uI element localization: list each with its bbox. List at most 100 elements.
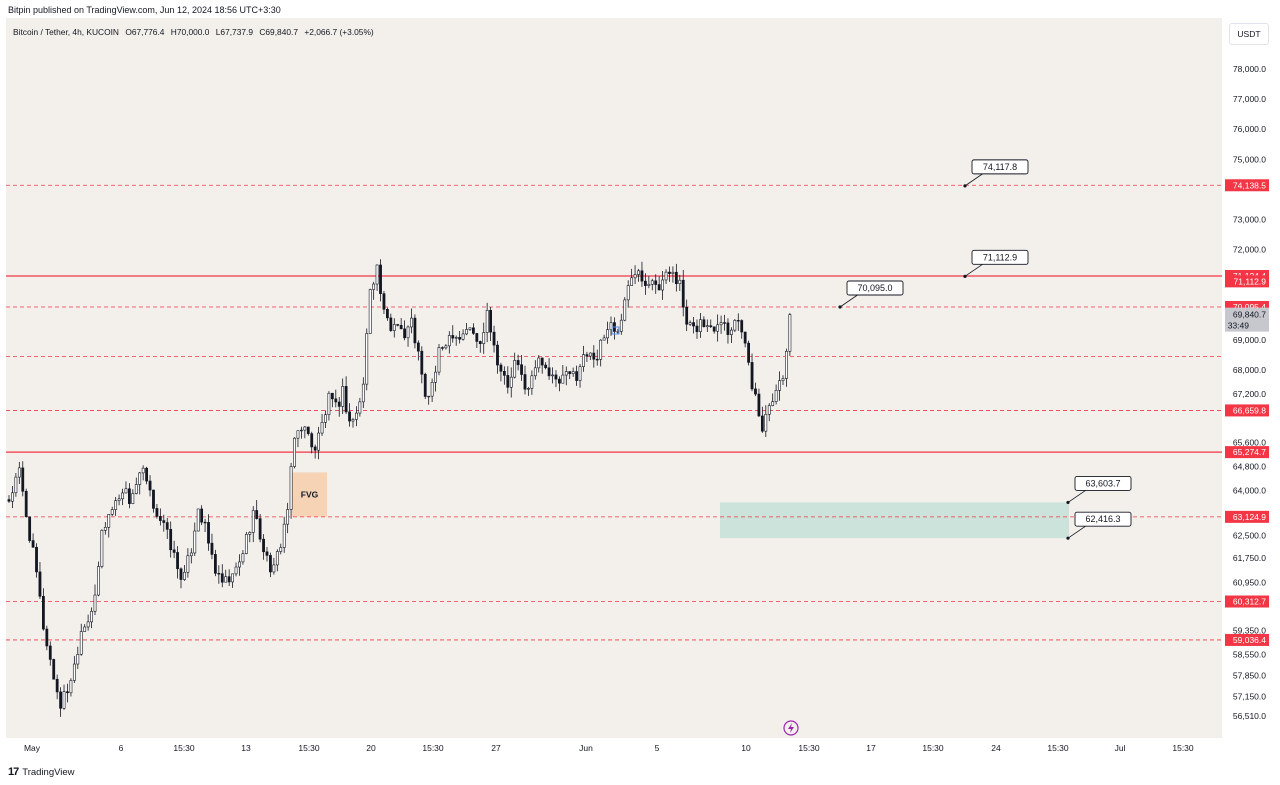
candle-up [355, 412, 358, 420]
candle-up [86, 621, 90, 628]
candle-up [375, 264, 379, 285]
y-tick-label: 78,000.0 [1233, 64, 1266, 74]
candle-down [21, 467, 25, 492]
candle-down [155, 508, 159, 517]
candle-down [499, 364, 503, 372]
candle-up [69, 680, 73, 694]
candle-up [530, 375, 534, 389]
candle-up [303, 426, 307, 431]
candle-down [306, 426, 310, 434]
candle-down [396, 324, 400, 326]
chart-frame[interactable] [6, 18, 1222, 738]
x-tick-label: 17 [866, 743, 876, 753]
candle-up [537, 357, 541, 369]
currency-button[interactable]: USDT [1229, 23, 1269, 45]
candle-up [767, 405, 771, 415]
candle-up [299, 429, 303, 432]
callout-box[interactable] [971, 159, 1029, 175]
candle-down [379, 264, 382, 294]
callout-pointer [1067, 524, 1088, 539]
level-badge [1225, 510, 1269, 523]
candle-up [551, 374, 554, 377]
candle-down [48, 645, 52, 660]
y-tick-label: 73,000.0 [1233, 215, 1266, 225]
candle-down [382, 293, 386, 310]
candle-down [172, 549, 176, 553]
tradingview-logo[interactable]: 17 TradingView [8, 766, 75, 778]
candle-up [93, 594, 97, 612]
candle-down [702, 319, 706, 328]
candle-up [83, 626, 87, 632]
candle-up [248, 532, 252, 535]
candle-down [516, 360, 520, 366]
candle-up [764, 413, 768, 432]
candle-up [778, 380, 781, 391]
candle-up [785, 350, 788, 379]
callout-box[interactable] [971, 249, 1029, 265]
candle-up [121, 492, 124, 500]
candle-down [66, 691, 69, 694]
legend-high: H70,000.0 [170, 27, 210, 37]
candle-down [692, 322, 695, 327]
candle-up [661, 279, 665, 291]
candle-up [97, 566, 100, 596]
x-tick-label: 15:30 [798, 743, 820, 753]
callout-box[interactable] [846, 280, 904, 296]
level-badge [1225, 275, 1269, 288]
candle-up [561, 374, 565, 384]
candle-down [685, 306, 689, 325]
candle-down [709, 325, 713, 328]
candle-down [344, 386, 348, 413]
candle-up [11, 492, 14, 502]
candle-up [131, 493, 135, 504]
candle-up [341, 386, 345, 407]
candle-up [606, 329, 609, 339]
lightning-icon[interactable] [783, 720, 799, 736]
candle-up [582, 354, 585, 367]
lightning-bolt-icon [788, 723, 794, 733]
candle-up [189, 552, 193, 557]
candle-down [657, 284, 661, 291]
candle-up [193, 530, 197, 554]
candle-up [705, 325, 709, 328]
callout-label: 74,117.8 [983, 162, 1017, 172]
candle-down [148, 480, 152, 491]
candle-up [72, 663, 76, 681]
y-tick-label: 72,000.0 [1233, 245, 1266, 255]
candle-down [496, 344, 499, 366]
candle-down [399, 324, 403, 330]
candle-down [520, 364, 523, 375]
candle-up [444, 345, 448, 349]
candle-up [76, 654, 80, 665]
candle-up [196, 508, 200, 532]
candle-down [152, 489, 155, 509]
candle-up [296, 430, 300, 439]
level-badge-label: 63,124.9 [1233, 512, 1266, 522]
legend-symbol: Bitcoin / Tether, 4h, KUCOIN [13, 27, 119, 37]
candle-up [437, 347, 441, 373]
y-tick-label: 57,150.0 [1233, 692, 1266, 702]
candle-down [200, 508, 204, 523]
y-tick-label: 60,950.0 [1233, 577, 1266, 587]
x-tick-label: 13 [241, 743, 251, 753]
callout-box[interactable] [1074, 511, 1132, 527]
candle-down [451, 335, 455, 339]
candle-down [310, 433, 314, 448]
callout-box[interactable] [1074, 475, 1132, 491]
candle-down [348, 411, 351, 422]
y-tick-label: 69,000.0 [1233, 335, 1266, 345]
candle-up [392, 324, 396, 331]
level-badge-label: 60,312.7 [1233, 597, 1266, 607]
candle-down [207, 522, 210, 544]
legend-change: +2,066.7 (+3.05%) [304, 27, 374, 37]
candle-down [38, 571, 42, 597]
level-badge-label: 66,659.8 [1233, 405, 1266, 415]
y-tick-label: 58,550.0 [1233, 650, 1266, 660]
candle-up [578, 366, 582, 381]
candle-up [107, 514, 111, 528]
candle-down [265, 551, 269, 556]
x-tick-label: 10 [741, 743, 751, 753]
candle-down [502, 370, 506, 376]
callout-anchor [838, 305, 842, 309]
